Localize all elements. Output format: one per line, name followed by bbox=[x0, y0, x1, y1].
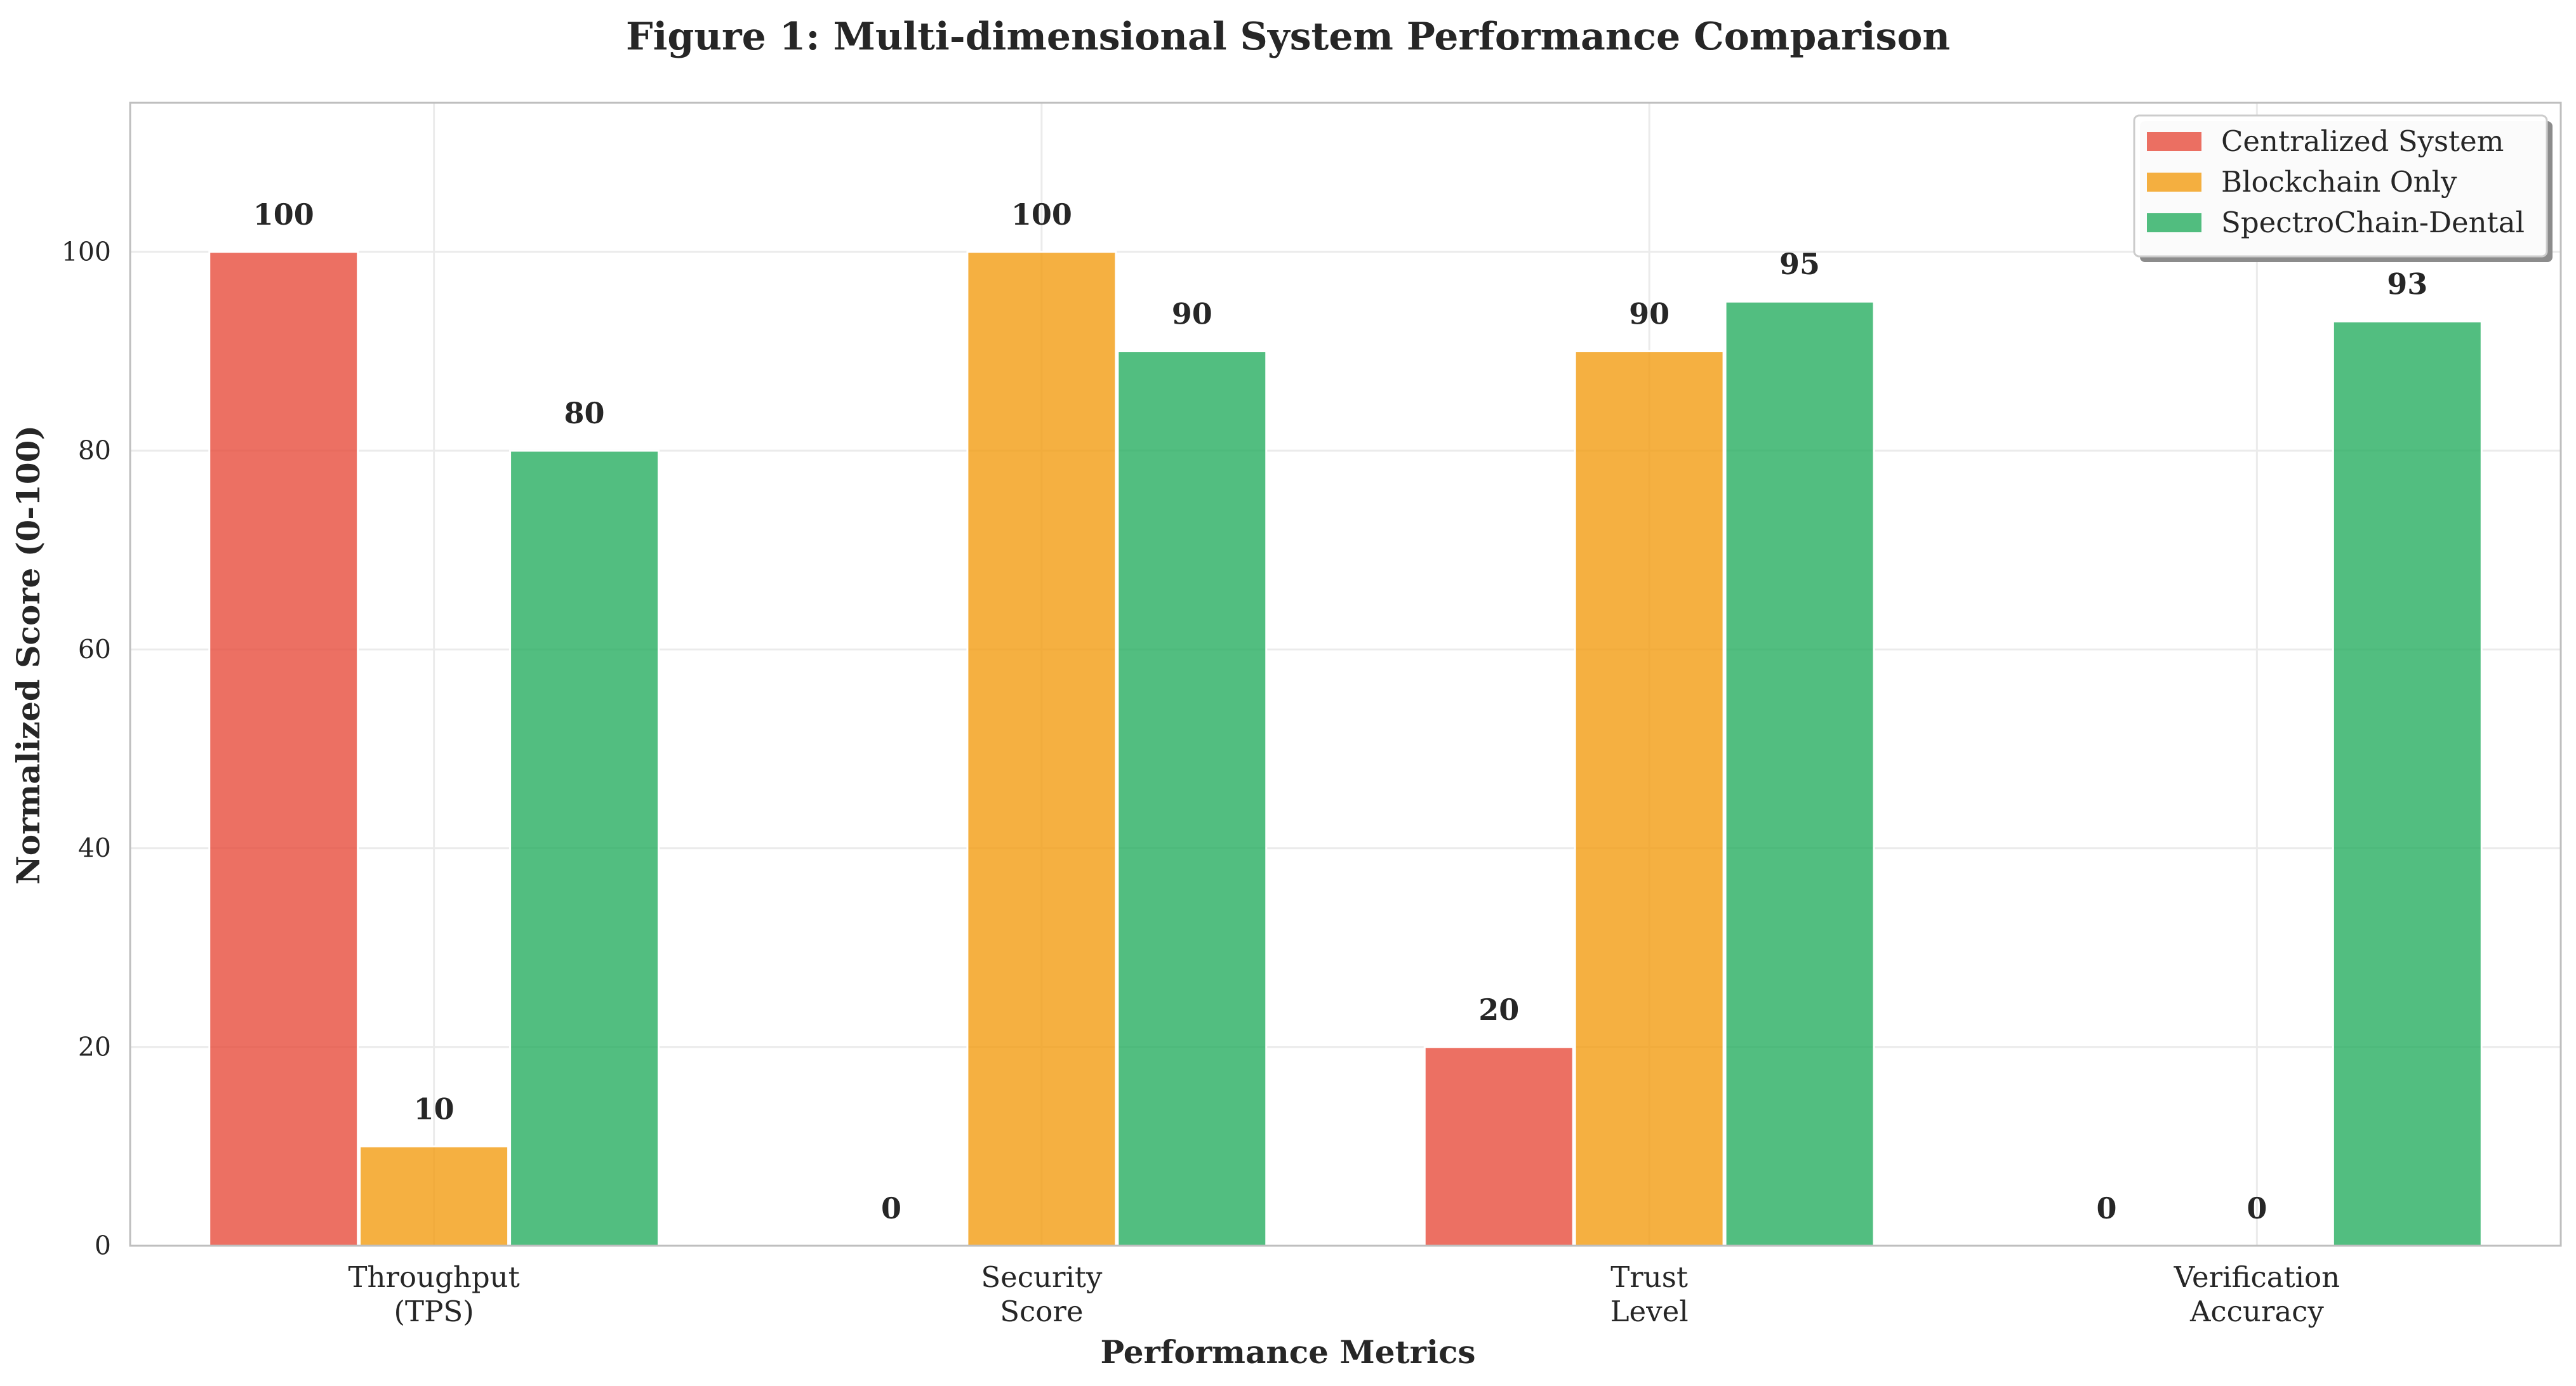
data-label: 90 bbox=[1629, 297, 1670, 331]
y-tick-label: 60 bbox=[78, 634, 111, 664]
bar bbox=[1574, 350, 1725, 1247]
legend-label: Blockchain Only bbox=[2221, 165, 2457, 199]
data-label: 10 bbox=[414, 1092, 455, 1126]
x-tick-label: Verification Accuracy bbox=[2174, 1260, 2340, 1328]
bar bbox=[208, 251, 359, 1247]
legend-swatch bbox=[2147, 213, 2201, 232]
legend-box bbox=[2133, 114, 2548, 258]
y-tick-label: 40 bbox=[78, 833, 111, 864]
x-axis-label: Performance Metrics bbox=[1100, 1333, 1475, 1371]
data-label: 20 bbox=[1478, 993, 1519, 1027]
x-tick-label: Throughput (TPS) bbox=[349, 1260, 520, 1328]
data-labels: 100 0 20 0 10 100 90 0 80 90 95 93 bbox=[253, 197, 2428, 1225]
bar bbox=[1423, 1046, 1574, 1247]
bar bbox=[509, 449, 660, 1247]
bar bbox=[1117, 350, 1268, 1247]
bars bbox=[208, 251, 2483, 1247]
legend-swatch bbox=[2147, 173, 2201, 192]
data-label: 0 bbox=[881, 1191, 901, 1225]
legend-swatch bbox=[2147, 132, 2201, 151]
data-label: 0 bbox=[2096, 1191, 2116, 1225]
bar bbox=[2332, 320, 2483, 1247]
data-label: 93 bbox=[2387, 267, 2427, 301]
y-axis-ticks: 0 20 40 60 80 100 bbox=[62, 237, 111, 1261]
chart-title: Figure 1: Multi-dimensional System Perfo… bbox=[626, 15, 1950, 59]
y-tick-label: 100 bbox=[62, 237, 111, 267]
y-axis-label: Normalized Score (0-100) bbox=[10, 425, 47, 885]
y-tick-label: 0 bbox=[95, 1231, 111, 1261]
data-label: 90 bbox=[1172, 297, 1212, 331]
plot-area-frame bbox=[129, 102, 2562, 1247]
data-label: 0 bbox=[2247, 1191, 2267, 1225]
bar bbox=[966, 251, 1117, 1247]
data-label: 100 bbox=[253, 197, 314, 232]
data-label: 80 bbox=[564, 396, 605, 430]
legend: Centralized System Blockchain Only Spectro… bbox=[2133, 114, 2553, 262]
bar bbox=[359, 1145, 510, 1247]
legend-label: Centralized System bbox=[2221, 124, 2504, 158]
x-axis-ticks: Throughput (TPS) Security Score Trust Level Ve… bbox=[349, 1260, 2340, 1328]
data-label: 95 bbox=[1779, 247, 1820, 281]
data-label: 100 bbox=[1011, 197, 1072, 232]
y-tick-label: 20 bbox=[78, 1032, 111, 1062]
legend-label: SpectroChain-Dental bbox=[2221, 206, 2525, 239]
bar bbox=[1724, 300, 1875, 1247]
x-tick-label: Trust Level bbox=[1610, 1260, 1689, 1328]
y-tick-label: 80 bbox=[78, 435, 111, 466]
x-tick-label: Security Score bbox=[981, 1260, 1103, 1328]
grid-lines bbox=[130, 103, 2561, 1247]
